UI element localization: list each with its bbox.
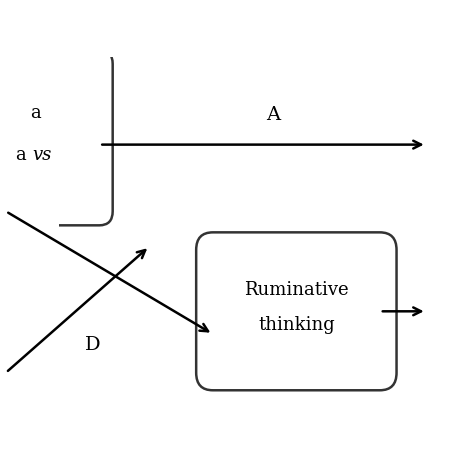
Text: a: a	[30, 104, 41, 122]
Text: Ruminative: Ruminative	[244, 281, 349, 299]
Text: thinking: thinking	[258, 316, 335, 334]
Text: D: D	[85, 336, 100, 354]
Text: A: A	[266, 106, 280, 124]
FancyBboxPatch shape	[196, 232, 397, 390]
FancyBboxPatch shape	[0, 50, 113, 225]
Text: a: a	[16, 146, 33, 164]
Text: vs: vs	[33, 146, 52, 164]
